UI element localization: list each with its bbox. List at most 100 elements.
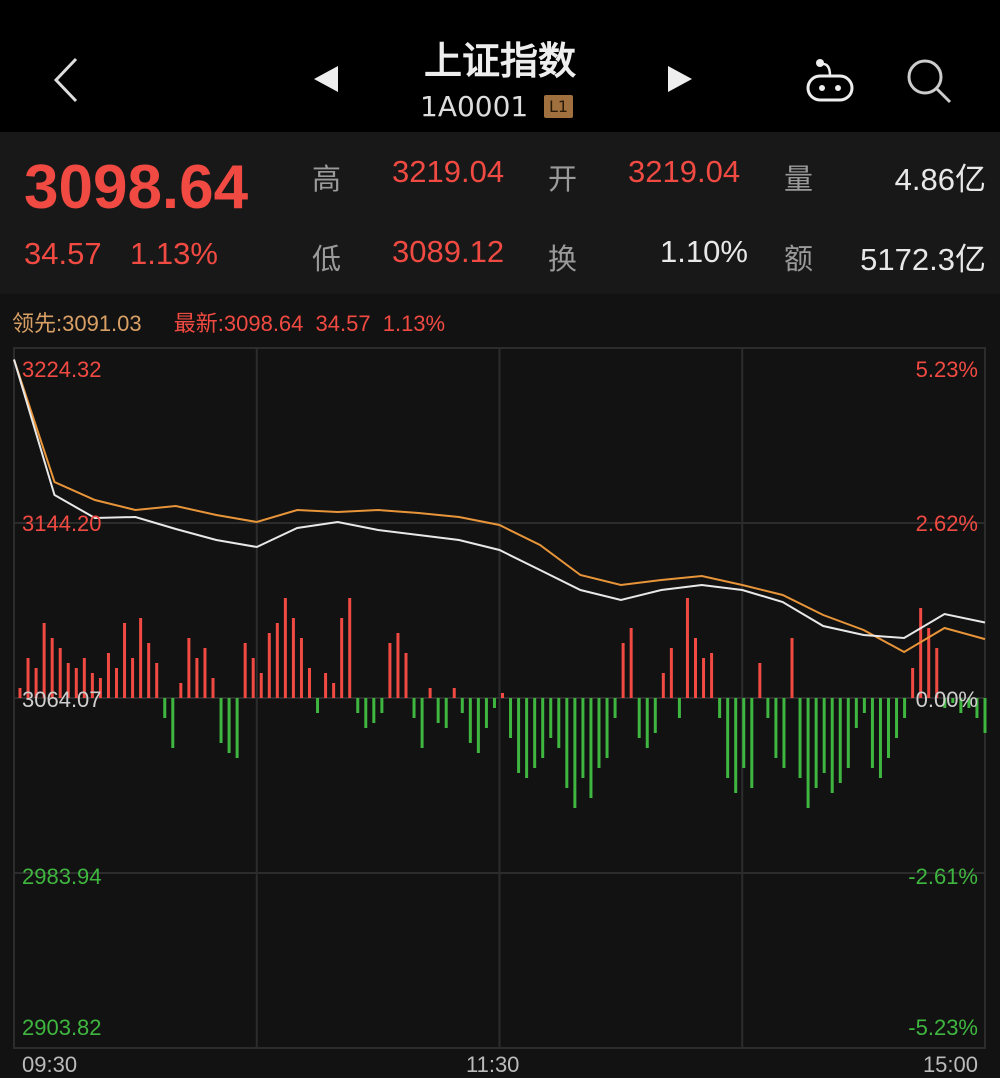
volume-bar-down [597, 698, 601, 768]
volume-bar-down [163, 698, 167, 718]
volume-bar-down [838, 698, 842, 783]
latest-change: 34.57 [315, 311, 371, 336]
volume-bar-up [685, 598, 689, 698]
top-bar: 上证指数 1A0001 L1 [0, 0, 1000, 132]
volume-bar-down [967, 698, 971, 708]
lead-value: 领先:3091.03 [12, 311, 142, 336]
amount-label: 额 [784, 242, 814, 276]
volume-bar-down [356, 698, 360, 713]
volume-bar-down [227, 698, 231, 753]
volume-bar-down [750, 698, 754, 788]
volume-bar-down [637, 698, 641, 738]
volume-bar-up [195, 658, 199, 698]
latest-pct: 1.13% [382, 311, 446, 336]
volume-bar-down [613, 698, 617, 718]
high-label: 高 [312, 162, 342, 196]
volume-bar-down [605, 698, 609, 758]
volume-bar-down [380, 698, 384, 713]
y-tick-right: 2.62% [915, 511, 978, 536]
volume-bar-down [653, 698, 657, 733]
volume-bar-up [348, 598, 352, 698]
volume-bar-up [147, 643, 151, 698]
volume-bar-down [870, 698, 874, 768]
volume-label: 量 [784, 162, 814, 196]
volume-bar-up [106, 653, 110, 698]
volume-bar-down [854, 698, 858, 728]
volume-bar-down [951, 698, 955, 703]
volume-bar-up [283, 598, 287, 698]
volume-bar-down [573, 698, 577, 808]
chevron-left-icon[interactable] [48, 55, 84, 105]
volume-bar-up [74, 668, 78, 698]
level-badge: L1 [544, 95, 574, 118]
x-tick: 15:00 [922, 1052, 978, 1077]
volume-bar-down [476, 698, 480, 753]
volume-bar-down [677, 698, 681, 718]
volume-bar-down [492, 698, 496, 708]
volume-bar-down [589, 698, 593, 798]
volume-bar-down [484, 698, 488, 728]
volume-bar-up [404, 653, 408, 698]
volume-bar-up [34, 668, 38, 698]
volume-bar-down [742, 698, 746, 768]
y-tick-right: -5.23% [908, 1015, 978, 1040]
volume-bar-down [975, 698, 979, 718]
volume-bar-up [911, 668, 915, 698]
volume-bar-down [316, 698, 320, 713]
volume-bar-down [533, 698, 537, 768]
y-tick-left: 3144.20 [22, 511, 102, 536]
low-value: 3089.12 [392, 234, 505, 269]
volume-bar-up [396, 633, 400, 698]
volume-bar-up [291, 618, 295, 698]
volume-bar-down [509, 698, 513, 738]
volume-bar-up [259, 673, 263, 698]
volume-bar-up [669, 648, 673, 698]
volume-bar-up [26, 658, 30, 698]
y-tick-left: 2903.82 [22, 1015, 102, 1040]
volume-bar-down [878, 698, 882, 778]
volume-bar-up [98, 678, 102, 698]
y-tick-left: 2983.94 [22, 864, 102, 889]
volume-bar-up [18, 688, 22, 698]
chart-legend: 领先:3091.03 最新:3098.64 34.57 1.13% [0, 306, 445, 338]
x-tick: 11:30 [466, 1052, 520, 1077]
robot-assistant-icon[interactable] [804, 56, 856, 104]
triangle-right-icon[interactable] [664, 64, 696, 96]
volume-bar-down [235, 698, 239, 758]
low-label: 低 [312, 242, 342, 276]
volume-bar-up [267, 633, 271, 698]
lead-line [13, 359, 986, 654]
search-icon[interactable] [904, 56, 954, 106]
volume-bar-up [308, 668, 311, 698]
volume-bar-up [243, 643, 247, 698]
volume-bar-down [517, 698, 521, 773]
volume-bar-down [565, 698, 569, 788]
volume-bar-up [501, 693, 504, 698]
volume-bar-down [525, 698, 529, 778]
volume-bar-down [782, 698, 786, 768]
volume-bar-up [340, 618, 344, 698]
volume-bar-down [436, 698, 440, 723]
volume-bar-down [718, 698, 722, 718]
price-change-pct: 1.13% [130, 236, 218, 271]
quote-panel: 3098.64 34.57 1.13% 高 3219.04 开 3219.04 … [0, 132, 1000, 294]
volume-bar-up [187, 638, 191, 698]
volume-bar-up [131, 658, 135, 698]
volume-bar-up [251, 658, 255, 698]
volume-bar-up [50, 638, 54, 698]
turnover-value: 1.10% [660, 234, 748, 269]
price-line [13, 359, 986, 640]
volume-bar-down [734, 698, 738, 793]
y-tick-right: 0.00% [915, 687, 978, 712]
turnover-label: 换 [548, 242, 578, 276]
volume-bar-down [645, 698, 649, 748]
volume-bar-down [412, 698, 416, 718]
volume-bar-up [139, 618, 143, 698]
amount-value: 5172.3亿 [860, 242, 986, 277]
latest-value: 最新:3098.64 [173, 311, 304, 336]
volume-bar-up [919, 608, 923, 698]
volume-bar-down [846, 698, 850, 768]
triangle-left-icon[interactable] [310, 64, 342, 96]
volume-bar-down [774, 698, 778, 758]
